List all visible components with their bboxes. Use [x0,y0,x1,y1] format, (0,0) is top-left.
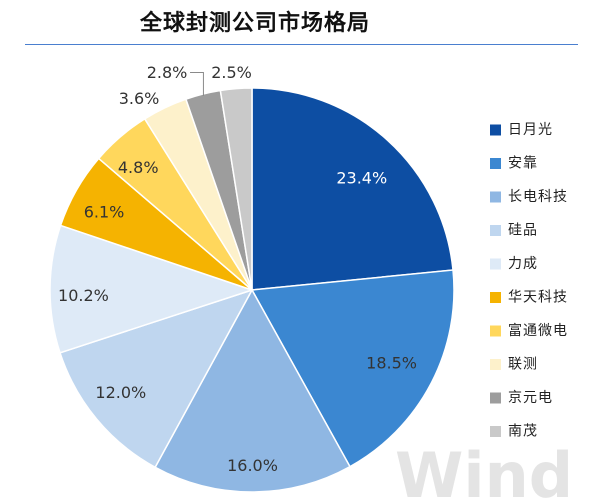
legend-item: 南茂 [490,423,538,440]
data-label: 16.0% [227,456,278,475]
chart-title: 全球封测公司市场格局 [139,11,370,36]
legend-item: 华天科技 [490,290,568,306]
data-label: 2.5% [211,63,252,82]
legend-label: 联测 [508,357,538,373]
legend-item: 长电科技 [490,189,568,205]
legend-label: 硅品 [508,223,538,239]
data-label: 6.1% [84,203,125,222]
leader-line [190,71,204,96]
pie-slice [49,224,255,354]
legend-item: 联测 [490,357,538,373]
legend-swatch [490,426,501,437]
legend-label: 南茂 [508,423,538,440]
data-label: 18.5% [366,354,417,373]
pie-slice [59,288,254,469]
legend-item: 安靠 [490,156,538,172]
legend-swatch [490,258,501,270]
legend-label: 富通微电 [508,322,568,339]
pie-slices [49,87,455,493]
data-label: 4.8% [118,158,159,177]
legend-label: 安靠 [508,156,538,172]
data-label: 3.6% [119,89,160,108]
pie-slice [154,288,351,493]
legend-swatch [490,124,501,136]
data-labels: 23.4% 18.5% 16.0% 12.0% 10.2% 6.1% 4.8% 3.6% 2.8… [58,63,417,475]
legend-item: 硅品 [490,223,538,239]
legend-swatch [490,392,501,404]
legend-item: 日月光 [490,122,553,138]
legend-swatch [490,191,501,203]
legend-swatch [490,325,501,337]
legend-label: 日月光 [508,122,553,138]
legend-item: 富通微电 [490,322,568,339]
pie-slice [251,87,454,291]
data-label: 23.4% [336,169,387,188]
legend-item: 京元电 [490,390,553,406]
pie-slice [219,87,253,291]
legend-swatch [490,158,501,169]
data-label: 12.0% [95,383,146,402]
legend-label: 长电科技 [508,189,568,205]
legend-swatch [490,359,501,370]
data-label: 10.2% [58,286,109,305]
legend-swatch [490,225,501,236]
data-label: 2.8% [147,63,188,82]
legend-label: 华天科技 [508,290,568,306]
watermark: Wind [395,439,573,503]
pie-slice [250,269,455,468]
legend-label: 力成 [508,256,538,272]
title-divider [25,44,578,45]
legend-item: 力成 [490,256,538,272]
legend-swatch [490,292,501,303]
legend-label: 京元电 [508,390,553,406]
